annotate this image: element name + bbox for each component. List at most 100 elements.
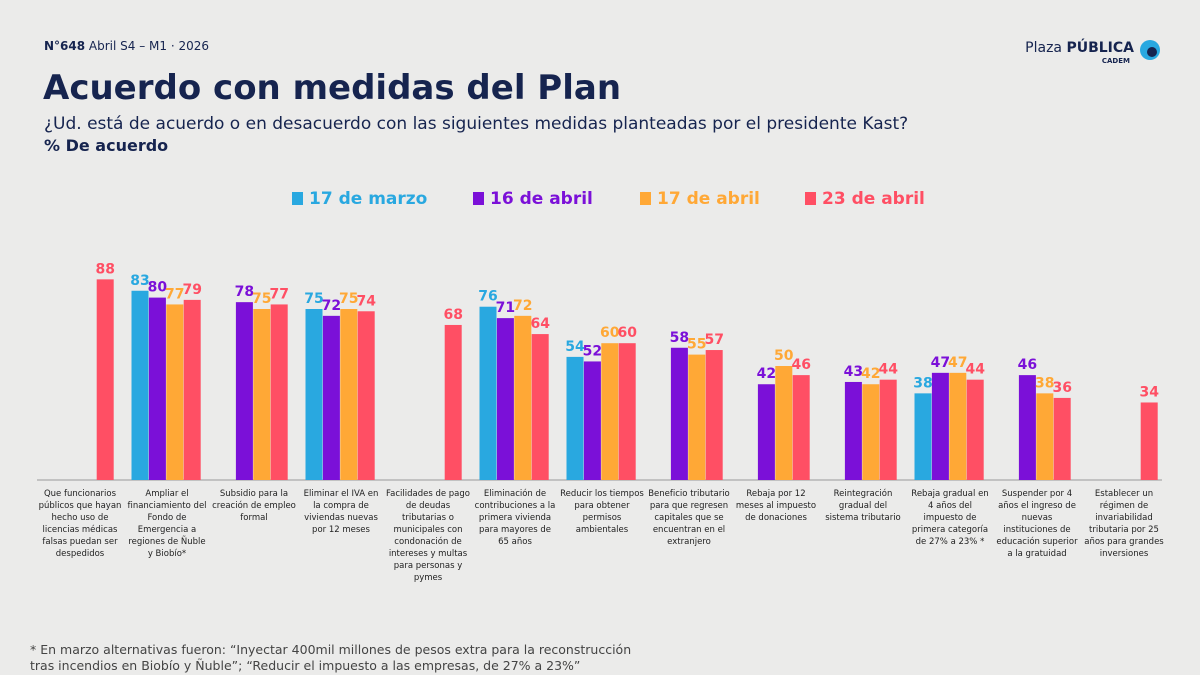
bar bbox=[966, 379, 984, 480]
value-label: 38 bbox=[913, 375, 932, 391]
value-label: 74 bbox=[356, 293, 376, 309]
legend-swatch bbox=[473, 192, 484, 205]
bar bbox=[131, 290, 149, 480]
bar bbox=[235, 302, 253, 480]
x-tick-label: Reintegración gradual del sistema tribut… bbox=[825, 489, 901, 523]
bar bbox=[931, 372, 949, 480]
legend-label: 16 de abril bbox=[490, 189, 593, 209]
bar bbox=[879, 379, 897, 480]
value-label: 46 bbox=[791, 357, 810, 373]
bar bbox=[688, 354, 706, 480]
bar bbox=[305, 309, 323, 480]
value-label: 36 bbox=[1052, 380, 1071, 396]
x-tick-label: Eliminar el IVA en la compra de vivienda… bbox=[303, 489, 379, 535]
value-label: 57 bbox=[704, 332, 723, 348]
value-label: 54 bbox=[565, 339, 585, 355]
footnote: * En marzo alternativas fueron: “Inyecta… bbox=[30, 642, 632, 673]
value-label: 47 bbox=[948, 355, 967, 371]
x-tick-label: Establecer un régimen de invariabilidad … bbox=[1084, 489, 1164, 559]
value-label: 71 bbox=[496, 300, 515, 316]
bar bbox=[183, 299, 201, 480]
y-label: % De acuerdo bbox=[44, 136, 169, 155]
bar bbox=[949, 372, 967, 480]
issue: N°648 bbox=[44, 39, 86, 53]
issue-line: N°648 Abril S4 – M1 · 2026 bbox=[44, 39, 209, 53]
value-label: 75 bbox=[252, 291, 271, 307]
value-label: 42 bbox=[861, 366, 880, 382]
value-label: 46 bbox=[1018, 357, 1037, 373]
bar bbox=[253, 309, 271, 480]
logo-icon-inner bbox=[1147, 47, 1157, 57]
bar bbox=[583, 361, 601, 480]
bar bbox=[601, 343, 619, 480]
bar bbox=[96, 279, 114, 480]
value-label: 80 bbox=[148, 280, 168, 296]
value-label: 60 bbox=[600, 325, 620, 341]
value-label: 68 bbox=[443, 307, 462, 323]
chart-title: Acuerdo con medidas del Plan bbox=[43, 68, 622, 108]
bar bbox=[1018, 375, 1036, 480]
x-tick-label: Facilidades de pago de deudas tributaria… bbox=[386, 489, 470, 583]
x-tick-label: Suspender por 4 años el ingreso de nueva… bbox=[996, 489, 1078, 559]
bar bbox=[775, 366, 793, 480]
value-label: 43 bbox=[844, 364, 863, 380]
value-label: 55 bbox=[687, 337, 706, 353]
bar bbox=[757, 384, 775, 480]
brand-light: Plaza bbox=[1025, 40, 1062, 56]
value-label: 50 bbox=[774, 348, 794, 364]
legend-swatch bbox=[292, 192, 303, 205]
chart-subtitle: ¿Ud. está de acuerdo o en desacuerdo con… bbox=[44, 114, 909, 134]
bar bbox=[496, 318, 514, 480]
value-label: 42 bbox=[757, 366, 776, 382]
legend-label: 17 de marzo bbox=[309, 189, 427, 209]
value-label: 83 bbox=[130, 273, 149, 289]
value-label: 44 bbox=[878, 362, 898, 378]
bar bbox=[1036, 393, 1054, 480]
bar bbox=[514, 315, 532, 480]
bar bbox=[1140, 402, 1158, 480]
x-tick-label: Subsidio para la creación de empleo form… bbox=[212, 489, 296, 523]
value-label: 72 bbox=[513, 298, 532, 314]
bar bbox=[792, 375, 810, 480]
value-label: 44 bbox=[965, 362, 985, 378]
bar bbox=[322, 315, 340, 480]
period: Abril S4 – M1 · 2026 bbox=[88, 39, 210, 53]
bar bbox=[479, 306, 497, 480]
value-label: 72 bbox=[322, 298, 341, 314]
value-label: 47 bbox=[931, 355, 950, 371]
value-label: 38 bbox=[1035, 375, 1054, 391]
bar bbox=[444, 324, 462, 480]
bar bbox=[340, 309, 358, 480]
bar bbox=[531, 334, 549, 480]
brand-bold: PÚBLICA bbox=[1066, 40, 1134, 56]
x-tick-label: Beneficio tributario para que regresen c… bbox=[648, 489, 730, 547]
value-label: 78 bbox=[235, 284, 254, 300]
bar bbox=[148, 297, 166, 480]
bar bbox=[670, 347, 688, 480]
value-label: 77 bbox=[269, 286, 288, 302]
bar bbox=[862, 384, 880, 480]
legend-label: 17 de abril bbox=[657, 189, 760, 209]
legend-swatch bbox=[805, 192, 816, 205]
bar bbox=[844, 381, 862, 480]
value-label: 75 bbox=[339, 291, 358, 307]
x-tick-label: Reducir los tiempos para obtener permiso… bbox=[560, 489, 644, 535]
value-label: 58 bbox=[670, 330, 689, 346]
x-tick-label: Rebaja gradual en 4 años del impuesto de… bbox=[911, 489, 989, 547]
bar bbox=[914, 393, 932, 480]
bar bbox=[166, 304, 184, 480]
brand: Plaza PÚBLICA bbox=[1025, 40, 1134, 56]
bar bbox=[705, 350, 723, 480]
legend-swatch bbox=[640, 192, 651, 205]
x-tick-label: Ampliar el financiamiento del Fondo de E… bbox=[127, 489, 207, 559]
legend-label: 23 de abril bbox=[822, 189, 925, 209]
value-label: 76 bbox=[478, 289, 497, 305]
bar bbox=[270, 304, 288, 480]
bar bbox=[357, 311, 375, 480]
value-label: 60 bbox=[617, 325, 637, 341]
bar bbox=[618, 343, 636, 480]
value-label: 75 bbox=[304, 291, 323, 307]
bar bbox=[1053, 397, 1071, 480]
value-label: 77 bbox=[165, 286, 184, 302]
